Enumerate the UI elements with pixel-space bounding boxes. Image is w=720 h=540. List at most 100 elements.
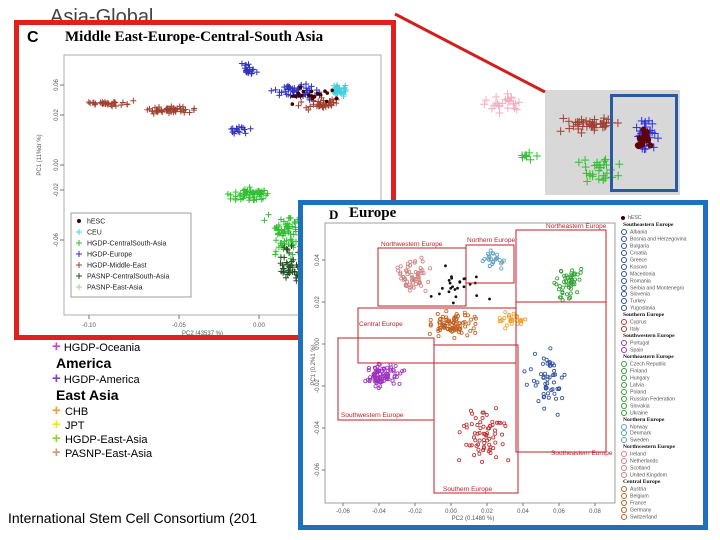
scatter-point [503, 310, 508, 315]
scatter-point [436, 334, 441, 339]
scatter-point [462, 310, 467, 315]
scatter-point [498, 420, 503, 425]
scatter-point [291, 84, 298, 91]
legend-item: Serbia and Montenegro [621, 284, 685, 292]
scatter-point [487, 263, 492, 268]
scatter-point [245, 70, 252, 77]
scatter-point [492, 93, 501, 102]
scatter-point [273, 237, 280, 244]
legend-item: Austria [621, 486, 646, 493]
legend-label: Serbia and Montenegro [630, 284, 685, 291]
scatter-point [559, 114, 568, 123]
hesc-point [298, 85, 303, 90]
legend-item: Ukraine [621, 409, 648, 417]
panel-c-legend-label: PASNP-East-Asia [87, 285, 143, 292]
scatter-point [284, 246, 291, 253]
scatter-point [565, 275, 570, 280]
panel-c-legend-box [70, 212, 192, 298]
scatter-point [409, 272, 414, 277]
legend-item: Scotland [621, 465, 650, 472]
scatter-point [598, 119, 607, 128]
scatter-point [477, 451, 482, 456]
hesc-point [323, 89, 327, 93]
scatter-point [281, 254, 288, 261]
scatter-point [446, 326, 451, 331]
scatter-point [598, 123, 607, 132]
scatter-point [249, 190, 256, 197]
scatter-point [478, 420, 483, 425]
scatter-point [582, 169, 591, 178]
scatter-point [497, 315, 502, 320]
slide-caption: International Stem Cell Consortium (201 [8, 510, 258, 526]
scatter-point [583, 177, 592, 186]
scatter-point [258, 196, 265, 203]
legend-item: Italy [621, 326, 640, 333]
legend-marker-icon [621, 256, 627, 263]
legend-label: Yugoslavia [630, 305, 656, 312]
x-tick-label: -0.05 [172, 323, 186, 329]
legend-row-east-asia: + PASNP-East-Asia [52, 444, 152, 461]
scatter-point [480, 459, 485, 464]
scatter-point [562, 372, 567, 377]
legend-label: United Kingdom [630, 472, 667, 479]
legend-item: Switzerland [621, 513, 657, 521]
scatter-point [246, 64, 253, 71]
legend-item: hESC [621, 215, 642, 222]
scatter-point [290, 89, 297, 96]
scatter-point [491, 251, 496, 256]
legend-item: Sweden [621, 437, 649, 444]
legend-item: Latvia [621, 381, 644, 389]
scatter-point [547, 361, 552, 366]
legend-group-header: Southern Europe [623, 312, 664, 319]
scatter-point [85, 99, 92, 106]
scatter-point [451, 326, 456, 331]
scatter-point [588, 172, 597, 181]
scatter-point [282, 221, 289, 228]
panel-c-legend-label: HGDP-Middle-East [87, 263, 147, 270]
scatter-point [281, 244, 288, 251]
scatter-point [555, 276, 560, 281]
legend-marker-icon [621, 360, 627, 367]
legend-marker-icon [621, 437, 627, 444]
legend-marker-icon [621, 298, 627, 305]
scatter-point [488, 450, 493, 455]
legend-marker-icon [621, 347, 627, 354]
legend-row-oceania: + HGDP-Oceania [52, 338, 140, 355]
scatter-point [159, 109, 166, 116]
scatter-point [491, 435, 496, 440]
legend-item: United Kingdom [621, 472, 667, 479]
scatter-point [278, 229, 285, 236]
scatter-point [261, 217, 268, 224]
scatter-point [492, 428, 497, 433]
scatter-point [420, 268, 425, 273]
scatter-point [480, 416, 485, 421]
scatter-point [247, 125, 254, 132]
hesc-point [299, 93, 304, 98]
zoom-box [610, 94, 678, 192]
scatter-point [373, 366, 378, 371]
scatter-point [577, 277, 582, 282]
scatter-point [170, 109, 177, 116]
scatter-point [581, 156, 590, 165]
legend-label: Germany [630, 507, 652, 514]
scatter-point [444, 309, 449, 314]
scatter-point [452, 315, 457, 320]
scatter-point [268, 87, 275, 94]
legend-marker-icon [621, 395, 627, 402]
x-tick-label: -0.06 [336, 509, 350, 515]
plus-icon: + [52, 416, 65, 433]
legend-row-america: + HGDP-America [52, 370, 140, 387]
legend-item: Norway [621, 423, 648, 431]
scatter-point [238, 124, 245, 131]
scatter-point [471, 435, 476, 440]
scatter-point [394, 374, 399, 379]
scatter-point [572, 272, 577, 277]
scatter-point [614, 171, 623, 180]
scatter-point [562, 279, 567, 284]
scatter-point [472, 431, 477, 436]
scatter-point [108, 102, 115, 109]
scatter-point [439, 317, 444, 322]
scatter-point [281, 268, 288, 275]
scatter-point [305, 106, 312, 113]
